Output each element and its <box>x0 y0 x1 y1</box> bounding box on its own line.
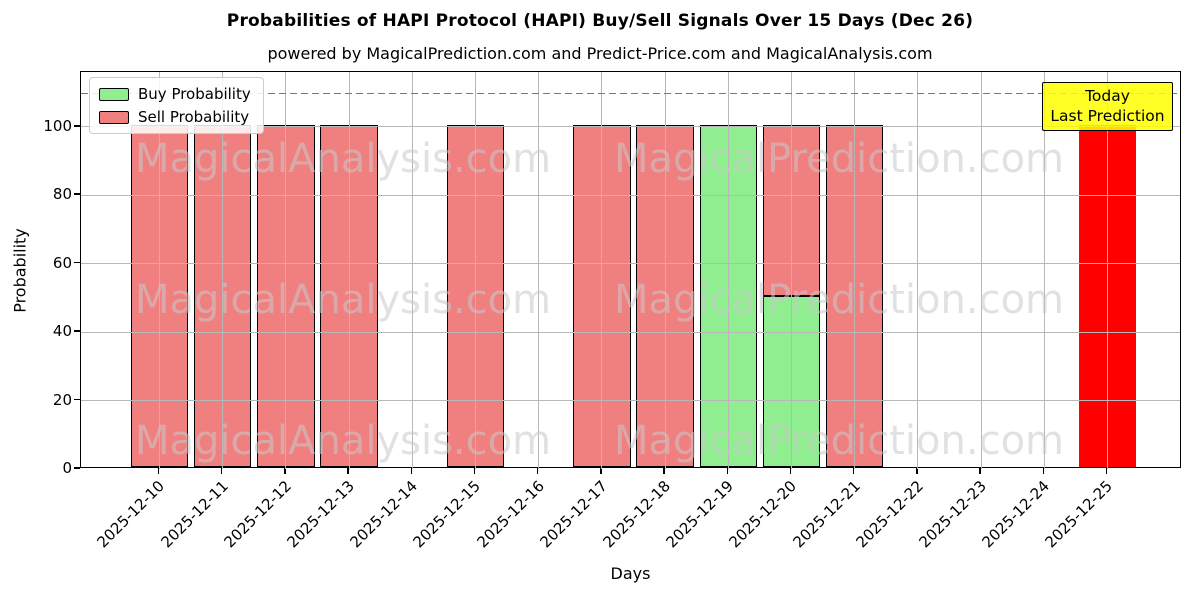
today-annotation-line1: Today <box>1085 87 1130 105</box>
x-tick-mark <box>1042 468 1045 474</box>
x-tick-label: 2025-12-13 <box>283 477 358 552</box>
legend-swatch <box>99 110 129 124</box>
gridline-vertical <box>1107 72 1108 469</box>
y-tick-mark <box>74 193 80 195</box>
gridline-vertical <box>222 72 224 469</box>
y-tick-label: 80 <box>52 185 72 204</box>
y-tick-label: 60 <box>52 253 72 272</box>
x-tick-label: 2025-12-15 <box>409 477 485 552</box>
gridline-horizontal <box>81 400 1180 402</box>
y-tick-mark <box>74 467 80 469</box>
y-tick-label: 40 <box>52 322 72 341</box>
legend: Buy Probability Sell Probability <box>89 77 264 134</box>
chart-subtitle: powered by MagicalPrediction.com and Pre… <box>267 44 933 63</box>
today-annotation-line2: Last Prediction <box>1050 107 1165 126</box>
gridline-vertical <box>601 72 603 469</box>
x-tick-label: 2025-12-21 <box>789 477 864 552</box>
gridline-vertical <box>348 72 350 469</box>
x-tick-mark <box>600 468 602 474</box>
gridline-vertical <box>538 72 540 469</box>
x-tick-mark <box>916 468 918 474</box>
gridline-horizontal <box>81 331 1180 333</box>
x-tick-mark <box>1105 468 1108 474</box>
x-tick-mark <box>789 468 792 474</box>
x-tick-label: 2025-12-14 <box>346 477 422 552</box>
legend-swatch <box>99 87 129 101</box>
gridline-vertical <box>475 72 476 469</box>
x-tick-mark <box>157 468 160 474</box>
x-tick-label: 2025-12-22 <box>852 477 927 552</box>
gridline-vertical <box>727 72 729 469</box>
y-tick-label: 100 <box>43 116 72 135</box>
x-tick-label: 2025-12-18 <box>599 477 674 552</box>
x-tick-label: 2025-12-17 <box>536 477 611 552</box>
gridline-vertical <box>791 72 792 469</box>
x-tick-mark <box>473 468 476 474</box>
gridline-horizontal <box>81 194 1180 196</box>
x-tick-label: 2025-12-19 <box>662 477 738 552</box>
chart-title: Probabilities of HAPI Protocol (HAPI) Bu… <box>226 11 974 31</box>
x-tick-label: 2025-12-23 <box>915 477 990 552</box>
x-tick-label: 2025-12-25 <box>1041 477 1117 552</box>
x-tick-mark <box>726 468 729 474</box>
y-tick-mark <box>74 398 80 401</box>
x-tick-label: 2025-12-11 <box>157 477 232 552</box>
gridline-horizontal <box>81 263 1180 265</box>
y-axis-label: Probability <box>10 228 30 313</box>
legend-item: Sell Probability <box>99 108 251 126</box>
gridline-vertical <box>980 72 982 469</box>
x-tick-mark <box>663 468 665 474</box>
legend-item: Buy Probability <box>99 85 251 103</box>
x-tick-mark <box>979 468 981 474</box>
y-tick-mark <box>74 125 80 127</box>
gridline-vertical <box>159 72 160 469</box>
x-tick-label: 2025-12-20 <box>725 477 801 552</box>
x-axis-label: Days <box>610 564 651 583</box>
x-tick-mark <box>410 468 413 474</box>
x-tick-label: 2025-12-12 <box>220 477 295 552</box>
y-tick-mark <box>74 261 80 264</box>
gridline-vertical <box>854 72 856 469</box>
gridline-vertical <box>1043 72 1045 469</box>
y-tick-label: 0 <box>62 459 72 477</box>
gridline-vertical <box>664 72 666 469</box>
x-tick-mark <box>220 468 223 474</box>
x-tick-mark <box>347 468 349 474</box>
x-tick-mark <box>284 468 286 474</box>
x-tick-mark <box>536 468 539 474</box>
x-tick-label: 2025-12-24 <box>978 477 1054 552</box>
legend-item-label: Sell Probability <box>138 108 250 126</box>
y-tick-label: 20 <box>52 390 72 409</box>
reference-dashed-line <box>81 92 1180 95</box>
x-tick-mark <box>852 468 855 474</box>
x-tick-label: 2025-12-10 <box>93 477 169 552</box>
plot-area: Buy Probability Sell Probability Today La… <box>80 71 1181 469</box>
today-annotation: Today Last Prediction <box>1042 82 1173 131</box>
legend-item-label: Buy Probability <box>138 85 251 103</box>
gridline-horizontal <box>81 126 1180 128</box>
gridline-vertical <box>917 72 919 469</box>
y-tick-mark <box>74 330 80 332</box>
x-tick-label: 2025-12-16 <box>473 477 548 552</box>
gridline-vertical <box>285 72 287 469</box>
gridline-vertical <box>411 72 413 469</box>
